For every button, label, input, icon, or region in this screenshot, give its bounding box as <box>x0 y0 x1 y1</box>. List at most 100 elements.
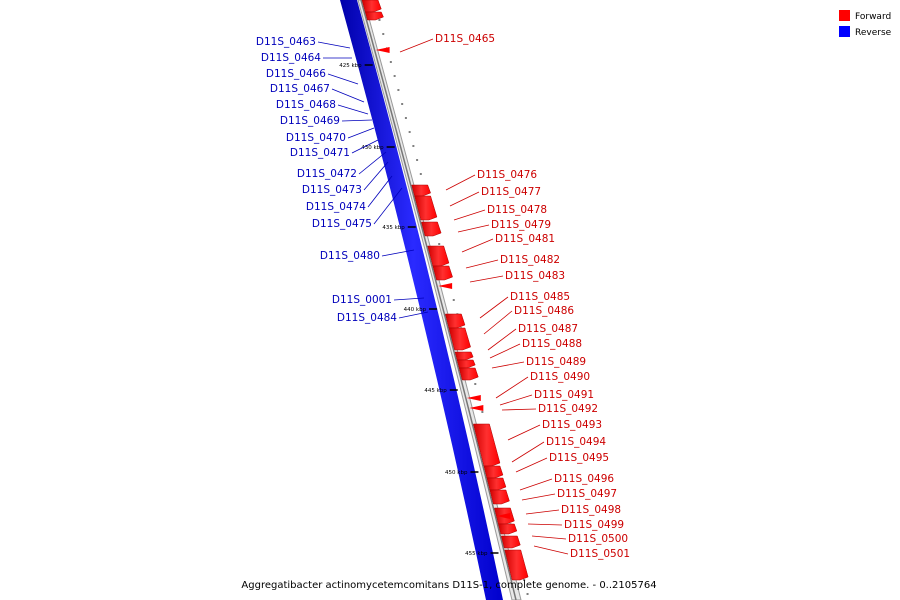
forward-gene-feature <box>501 535 521 549</box>
reverse-gene-pointer <box>317 41 351 49</box>
forward-gene-label[interactable]: D11S_0465 <box>435 33 495 45</box>
forward-gene-label[interactable]: D11S_0482 <box>500 254 560 266</box>
forward-gene-feature <box>448 327 471 351</box>
forward-gene-label[interactable]: D11S_0499 <box>564 519 624 531</box>
forward-gene-feature <box>486 477 507 491</box>
forward-gene-pointer <box>527 523 563 526</box>
forward-gene-arrow <box>466 395 481 401</box>
forward-gene-pointer <box>491 361 525 369</box>
reverse-strand-band <box>340 0 503 600</box>
forward-gene-pointer <box>465 259 499 269</box>
scale-tick-label: 425 kbp <box>339 63 362 69</box>
forward-gene-label[interactable]: D11S_0487 <box>518 323 578 335</box>
map-caption: Aggregatibacter actinomycetemcomitans D1… <box>241 580 656 591</box>
forward-gene-arrow <box>438 283 453 289</box>
reverse-gene-pointer <box>398 311 429 319</box>
forward-gene-label[interactable]: D11S_0497 <box>557 488 617 500</box>
forward-gene-label[interactable]: D11S_0493 <box>542 419 602 431</box>
reverse-gene-pointer <box>341 119 373 122</box>
forward-gene-label[interactable]: D11S_0500 <box>568 533 628 545</box>
forward-features <box>361 0 529 581</box>
reverse-gene-pointer <box>358 151 387 175</box>
forward-gene-label[interactable]: D11S_0492 <box>538 403 598 415</box>
forward-gene-pointer <box>461 238 494 253</box>
forward-gene-feature <box>427 245 450 267</box>
forward-gene-label[interactable]: D11S_0481 <box>495 233 555 245</box>
forward-gene-feature <box>445 313 466 329</box>
forward-gene-pointer <box>507 424 541 441</box>
forward-gene-feature <box>421 221 442 237</box>
forward-gene-label[interactable]: D11S_0483 <box>505 270 565 282</box>
forward-gene-pointer <box>479 296 509 319</box>
forward-gene-feature <box>364 11 384 21</box>
forward-gene-label[interactable]: D11S_0488 <box>522 338 582 350</box>
reverse-gene-label[interactable]: D11S_0467 <box>270 83 330 95</box>
reverse-gene-pointer <box>363 161 389 191</box>
forward-gene-label[interactable]: D11S_0498 <box>561 504 621 516</box>
reverse-gene-label[interactable]: D11S_0472 <box>297 168 357 180</box>
forward-gene-label[interactable]: D11S_0479 <box>491 219 551 231</box>
forward-gene-label[interactable]: D11S_0495 <box>549 452 609 464</box>
forward-gene-label[interactable]: D11S_0478 <box>487 204 547 216</box>
scale-tick-label: 455 kbp <box>465 551 488 557</box>
legend-swatch-reverse <box>839 26 850 37</box>
forward-gene-label[interactable]: D11S_0490 <box>530 371 590 383</box>
forward-gene-feature <box>454 351 474 361</box>
forward-gene-label[interactable]: D11S_0491 <box>534 389 594 401</box>
forward-gene-label[interactable]: D11S_0476 <box>477 169 537 181</box>
reverse-gene-label[interactable]: D11S_0474 <box>306 201 366 213</box>
forward-gene-label[interactable]: D11S_0489 <box>526 356 586 368</box>
reverse-gene-label[interactable]: D11S_0475 <box>312 218 372 230</box>
forward-gene-pointer <box>489 343 521 359</box>
forward-gene-label[interactable]: D11S_0494 <box>546 436 606 448</box>
scale-tick-label: 450 kbp <box>445 470 468 476</box>
reverse-gene-labels: D11S_0463 D11S_0464 D11S_0466 D11S_0467 D11S… <box>256 36 429 324</box>
reverse-gene-pointer <box>367 175 393 208</box>
forward-gene-pointer <box>515 457 548 473</box>
scale-ticks: 425 kbp 430 kbp 435 kbp 440 kbp 445 kbp 450 k… <box>339 19 529 595</box>
forward-gene-pointer <box>453 209 486 221</box>
reverse-gene-label[interactable]: D11S_0468 <box>276 99 336 111</box>
reverse-gene-pointer <box>393 297 425 301</box>
reverse-gene-label[interactable]: D11S_0463 <box>256 36 316 48</box>
forward-gene-feature <box>458 367 479 381</box>
scale-tick-label: 445 kbp <box>424 388 447 394</box>
reverse-gene-pointer <box>331 88 365 103</box>
reverse-gene-label[interactable]: D11S_0480 <box>320 250 380 262</box>
scale-tick-label: 440 kbp <box>404 307 427 313</box>
reverse-gene-label[interactable]: D11S_0001 <box>332 294 392 306</box>
reverse-gene-label[interactable]: D11S_0464 <box>261 52 321 64</box>
legend-label-reverse: Reverse <box>855 28 892 38</box>
forward-gene-feature <box>432 265 453 281</box>
forward-gene-arrow <box>496 513 511 519</box>
reverse-gene-pointer <box>347 127 375 139</box>
scale-tick-label: 430 kbp <box>361 145 384 151</box>
forward-gene-pointer <box>487 328 517 351</box>
reverse-gene-label[interactable]: D11S_0466 <box>266 68 326 80</box>
reverse-gene-label[interactable]: D11S_0484 <box>337 312 397 324</box>
forward-gene-feature <box>498 523 518 535</box>
reverse-gene-label[interactable]: D11S_0471 <box>290 147 350 159</box>
forward-gene-label[interactable]: D11S_0496 <box>554 473 614 485</box>
legend: Forward Reverse <box>839 10 892 38</box>
forward-gene-feature <box>504 549 529 581</box>
forward-gene-label[interactable]: D11S_0486 <box>514 305 574 317</box>
forward-gene-pointer <box>399 38 434 53</box>
forward-gene-label[interactable]: D11S_0477 <box>481 186 541 198</box>
forward-gene-pointer <box>469 275 504 283</box>
forward-gene-feature <box>456 359 476 369</box>
reverse-gene-label[interactable]: D11S_0469 <box>280 115 340 127</box>
forward-gene-label[interactable]: D11S_0501 <box>570 548 630 560</box>
reverse-gene-label[interactable]: D11S_0473 <box>302 184 362 196</box>
forward-gene-pointer <box>483 310 513 335</box>
legend-swatch-forward <box>839 10 850 21</box>
forward-gene-pointer <box>511 441 545 463</box>
forward-gene-label[interactable]: D11S_0485 <box>510 291 570 303</box>
reverse-gene-label[interactable]: D11S_0470 <box>286 132 346 144</box>
forward-gene-pointer <box>525 509 560 515</box>
legend-label-forward: Forward <box>855 12 891 22</box>
reverse-gene-pointer <box>327 73 359 85</box>
forward-gene-feature <box>489 489 510 505</box>
scale-tick-label: 435 kbp <box>382 225 405 231</box>
